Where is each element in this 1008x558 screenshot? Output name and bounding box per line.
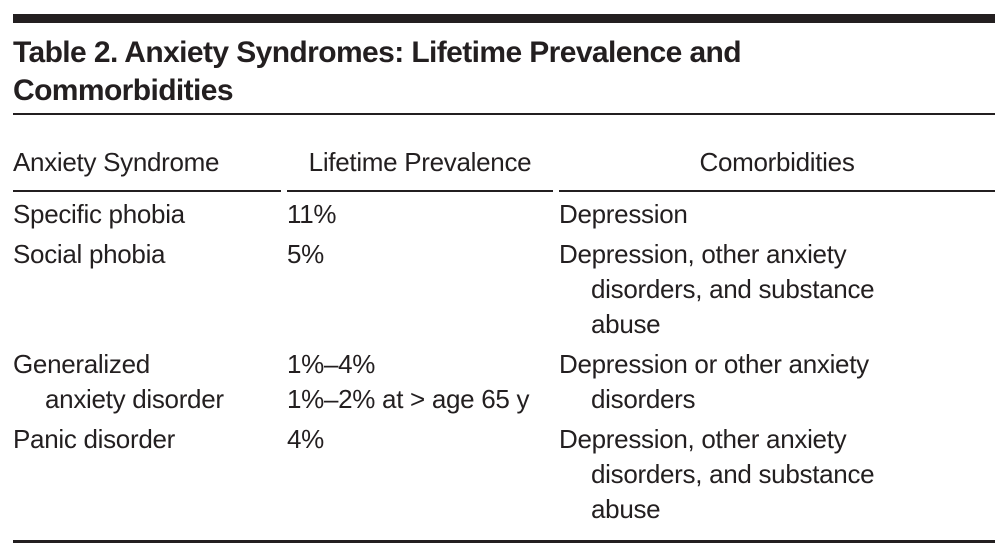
cell-prevalence: 11% <box>287 199 337 229</box>
column-header-lifetime-prevalence: Lifetime Prevalence <box>287 115 553 192</box>
cell-syndrome: Specific phobia <box>13 199 185 229</box>
table-title: Table 2. Anxiety Syndromes: Lifetime Pre… <box>13 34 995 115</box>
cell-syndrome: Generalized anxiety disorder <box>13 349 224 414</box>
cell-comorbidities: Depression <box>559 199 688 229</box>
anxiety-syndromes-table: Anxiety Syndrome Lifetime Prevalence Com… <box>7 115 1001 540</box>
table-top-bar <box>13 14 995 23</box>
table-bottom-rule <box>13 540 995 543</box>
cell-prevalence: 5% <box>287 239 324 269</box>
column-header-comorbidities: Comorbidities <box>559 115 995 192</box>
cell-comorbidities: Depression, other anxiety disorders, and… <box>559 424 875 524</box>
cell-comorbidities: Depression, other anxiety disorders, and… <box>559 239 875 339</box>
cell-prevalence: 4% <box>287 424 324 454</box>
table-row: Specific phobia 11% Depression <box>13 192 995 232</box>
cell-syndrome: Panic disorder <box>13 424 175 454</box>
column-header-anxiety-syndrome: Anxiety Syndrome <box>13 115 281 192</box>
cell-prevalence: 1%–4% 1%–2% at > age 65 y <box>287 349 530 414</box>
table-container: Table 2. Anxiety Syndromes: Lifetime Pre… <box>13 14 995 543</box>
table-row: Generalized anxiety disorder 1%–4% 1%–2%… <box>13 342 995 417</box>
cell-syndrome: Social phobia <box>13 239 166 269</box>
table-row: Panic disorder 4% Depression, other anxi… <box>13 417 995 540</box>
table-row: Social phobia 5% Depression, other anxie… <box>13 232 995 342</box>
header-row: Anxiety Syndrome Lifetime Prevalence Com… <box>13 115 995 192</box>
cell-comorbidities: Depression or other anxiety disorders <box>559 349 869 414</box>
